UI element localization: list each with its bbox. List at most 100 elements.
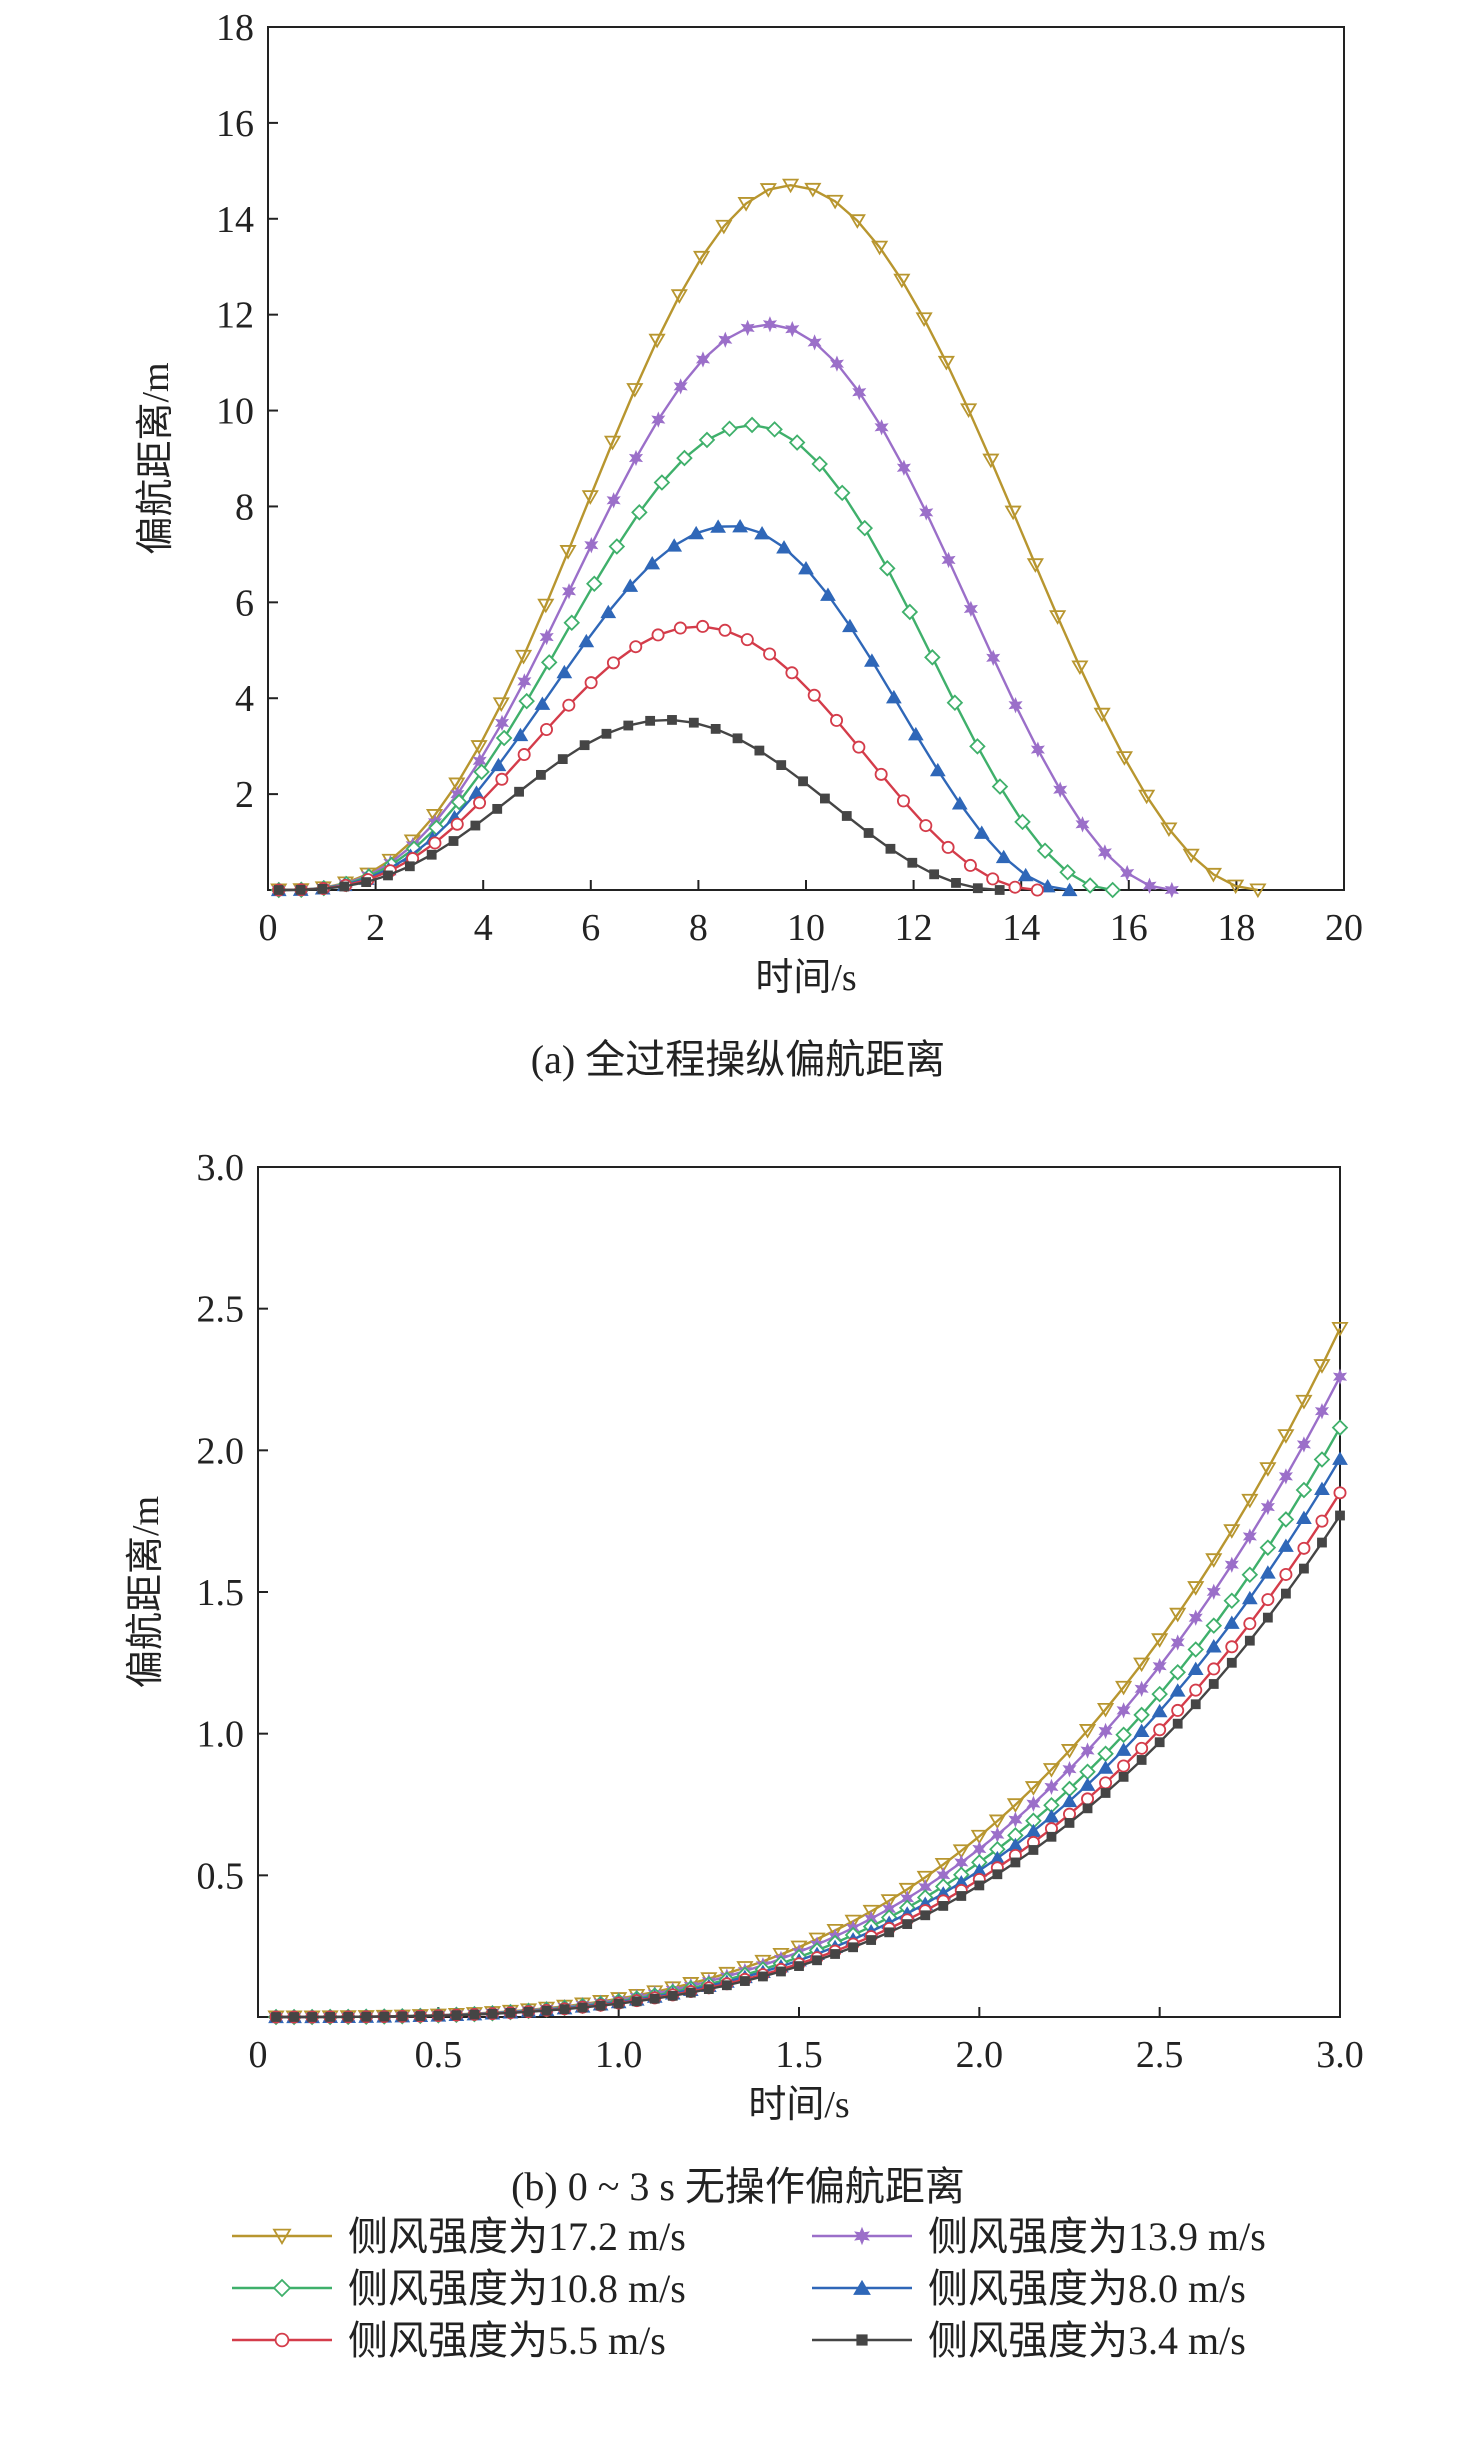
- series-line-w13_9: [278, 323, 1173, 892]
- data-point: [829, 355, 844, 372]
- data-point: [963, 858, 977, 872]
- data-point: [517, 748, 531, 762]
- data-point: [1024, 1781, 1043, 1796]
- data-point: [577, 2002, 588, 2013]
- data-point: [540, 654, 558, 671]
- data-point: [1078, 1724, 1097, 1739]
- data-point: [649, 1993, 660, 2004]
- data-point: [1115, 1726, 1132, 1744]
- x-axis-label: 时间/s: [748, 2084, 849, 2126]
- x-tick-label: 18: [1217, 907, 1255, 949]
- data-point: [1008, 697, 1023, 714]
- x-tick-label: 16: [1110, 907, 1148, 949]
- data-point: [1169, 1664, 1186, 1681]
- data-point: [518, 692, 535, 710]
- data-point: [1097, 844, 1112, 861]
- series-line-w10_8: [278, 423, 1113, 892]
- data-point: [974, 1880, 985, 1891]
- x-tick-label: 12: [895, 907, 933, 949]
- data-point: [1153, 1723, 1167, 1737]
- data-point: [848, 1942, 858, 1953]
- data-point: [685, 1987, 696, 1998]
- data-point: [1260, 1498, 1275, 1516]
- y-tick-label: 3.0: [197, 1147, 245, 1189]
- data-point: [1097, 1760, 1114, 1774]
- data-point: [856, 519, 874, 537]
- data-point: [885, 843, 896, 854]
- data-point: [603, 435, 622, 451]
- data-point: [1259, 1462, 1277, 1477]
- data-point: [1030, 883, 1044, 897]
- data-point: [426, 849, 437, 860]
- data-point: [514, 649, 533, 665]
- data-point: [695, 351, 711, 368]
- data-point: [995, 849, 1012, 864]
- data-point: [754, 745, 765, 756]
- x-tick-label: 1.0: [595, 2034, 643, 2076]
- data-point: [1164, 881, 1179, 899]
- y-axis-label: 偏航距离/m: [135, 362, 177, 554]
- x-tick-label: 3.0: [1316, 2034, 1364, 2076]
- data-point: [946, 694, 964, 711]
- data-point: [826, 1924, 844, 1939]
- data-point: [902, 1919, 913, 1929]
- data-point: [938, 1901, 949, 1911]
- data-point: [1062, 1761, 1077, 1778]
- data-point: [874, 419, 889, 436]
- data-point: [514, 786, 524, 797]
- data-point: [896, 459, 911, 476]
- data-point: [1243, 1617, 1257, 1631]
- data-point: [644, 556, 661, 570]
- data-point: [864, 653, 880, 667]
- data-point: [1080, 1742, 1095, 1759]
- data-point: [951, 877, 961, 888]
- data-point: [693, 250, 711, 266]
- data-point: [1204, 867, 1222, 883]
- data-point: [1171, 1703, 1185, 1717]
- plot-frame: [267, 26, 1345, 891]
- data-point: [425, 809, 444, 824]
- data-point: [1118, 1771, 1129, 1782]
- data-point: [1278, 1538, 1294, 1552]
- data-point: [1207, 1662, 1221, 1676]
- data-point: [631, 504, 648, 521]
- legend-marker: [856, 2334, 868, 2346]
- data-point: [512, 727, 529, 742]
- data-point: [1242, 1528, 1257, 1545]
- data-point: [830, 1949, 840, 1959]
- data-point: [740, 633, 754, 647]
- data-point: [1313, 1359, 1331, 1374]
- data-point: [956, 1891, 967, 1901]
- data-point: [601, 728, 612, 739]
- data-point: [1133, 1723, 1150, 1738]
- data-point: [584, 676, 598, 690]
- legend-item-w10_8: 侧风强度为10.8 m/s: [232, 2266, 686, 2311]
- data-point: [937, 355, 955, 371]
- data-point: [1277, 1511, 1295, 1528]
- data-point: [896, 794, 910, 808]
- data-point: [1205, 1639, 1222, 1653]
- data-point: [578, 633, 595, 648]
- data-point: [1117, 1759, 1131, 1773]
- data-point: [608, 538, 626, 555]
- data-point: [1335, 1510, 1345, 1521]
- data-point: [1169, 1683, 1186, 1697]
- y-tick-label: 1.5: [197, 1572, 245, 1614]
- data-point: [804, 182, 822, 198]
- data-point: [762, 316, 778, 333]
- data-point: [1261, 1593, 1275, 1607]
- data-point: [924, 649, 941, 666]
- data-point: [1042, 1763, 1061, 1778]
- data-point: [1160, 822, 1178, 838]
- data-point: [1030, 741, 1045, 758]
- data-point: [1059, 864, 1076, 881]
- data-point: [1154, 1737, 1165, 1748]
- data-point: [1115, 1680, 1133, 1696]
- data-point: [1115, 1742, 1132, 1756]
- data-point: [523, 2006, 534, 2017]
- legend-marker: [854, 2226, 870, 2246]
- data-point: [1249, 883, 1267, 899]
- data-point: [1043, 1809, 1060, 1823]
- data-point: [1061, 882, 1078, 897]
